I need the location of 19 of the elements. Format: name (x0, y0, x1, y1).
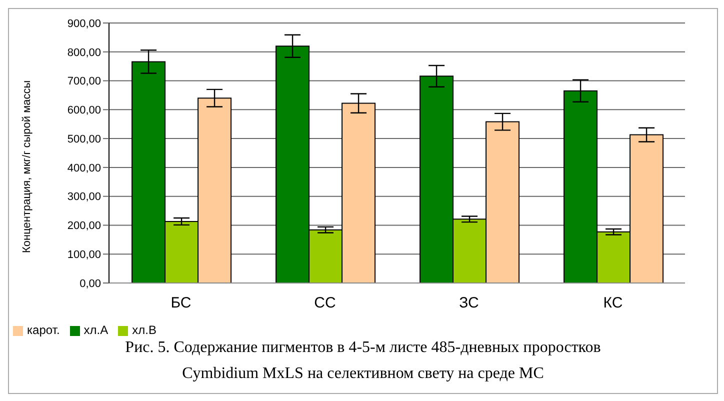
x-tick-label: БС (170, 294, 192, 312)
y-tick-label: 0,00 (80, 278, 101, 290)
x-tick-label: ЗС (459, 294, 480, 312)
y-tick-label: 600,00 (67, 104, 101, 117)
y-axis-title: Концентрация, мкг/г сырой массы (20, 80, 33, 253)
legend-label: хл.В (132, 323, 156, 337)
x-tick-label: СС (314, 294, 336, 312)
y-tick-label: 300,00 (67, 191, 101, 204)
y-tick-label: 100,00 (67, 249, 101, 262)
legend-label: карот. (27, 323, 60, 337)
text: Рис. 5. Содержание пигментов в 4-5-м листе 485-дневных проростков Cymbidium MxLS на селективном свету на среде МС (125, 339, 601, 382)
y-tick-label: 700,00 (67, 76, 101, 88)
y-tick-label: 200,00 (67, 220, 101, 232)
x-tick-label: КС (603, 294, 623, 312)
y-tick-label: 800,00 (67, 46, 101, 59)
y-tick-label: 500,00 (67, 133, 101, 146)
y-tick-label: 400,00 (67, 162, 101, 174)
legend-label: хл.А (84, 323, 108, 337)
y-tick-label: 900,00 (67, 18, 101, 30)
